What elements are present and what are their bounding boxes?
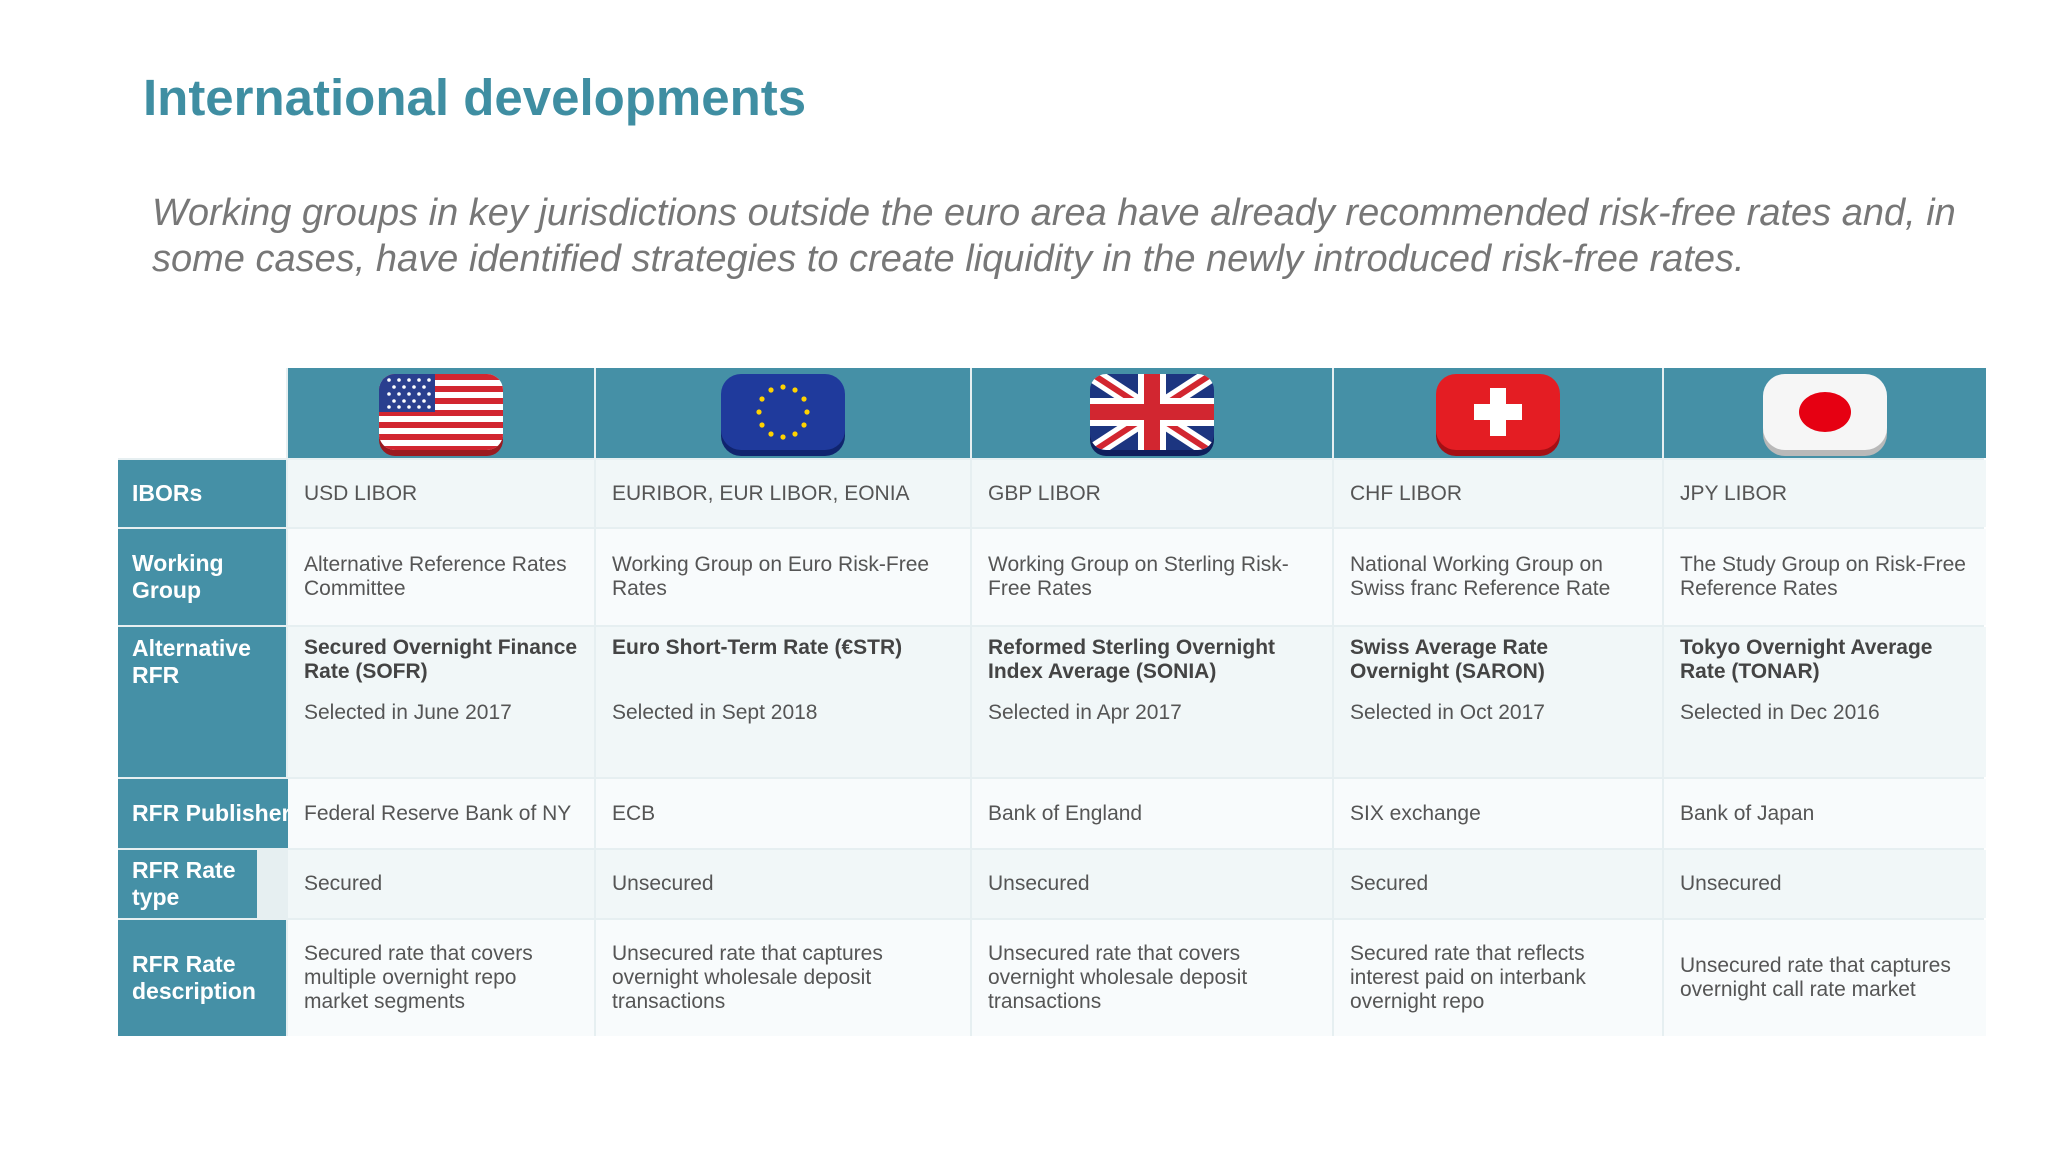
row-label-rfr-publisher: RFR Publisher <box>118 779 303 848</box>
working-group-gbp: Working Group on Sterling Risk-Free Rate… <box>972 529 1332 625</box>
publisher-eur: ECB <box>596 779 970 848</box>
row-label-rfr-rate-description: RFR Rate description <box>118 920 286 1036</box>
page-title: International developments <box>143 69 807 126</box>
rate-type-usd: Secured <box>288 850 594 918</box>
rfr-selected-date: Selected in June 2017 <box>304 701 512 724</box>
working-group-jpy: The Study Group on Risk-Free Reference R… <box>1664 529 1986 625</box>
description-gbp: Unsecured rate that covers overnight who… <box>972 920 1332 1036</box>
uk-flag-icon <box>1090 374 1214 456</box>
rfr-selected-date: Selected in Oct 2017 <box>1350 701 1545 724</box>
table-corner <box>118 368 286 458</box>
alternative-rfr-jpy: Tokyo Overnight Average Rate (TONAR) Sel… <box>1664 627 1986 777</box>
rfr-name: Swiss Average Rate Overnight (SARON) <box>1350 636 1549 683</box>
working-group-chf: National Working Group on Swiss franc Re… <box>1334 529 1662 625</box>
swiss-flag-icon <box>1436 374 1560 456</box>
us-flag-icon <box>379 374 503 456</box>
row-label-ibors: IBORs <box>118 460 286 527</box>
description-eur: Unsecured rate that captures overnight w… <box>596 920 970 1036</box>
working-group-usd: Alternative Reference Rates Committee <box>288 529 594 625</box>
alternative-rfr-chf: Swiss Average Rate Overnight (SARON) Sel… <box>1334 627 1662 777</box>
publisher-usd: Federal Reserve Bank of NY <box>288 779 594 848</box>
publisher-chf: SIX exchange <box>1334 779 1662 848</box>
rfr-comparison-table: IBORs USD LIBOR EURIBOR, EUR LIBOR, EONI… <box>118 368 1986 1036</box>
rfr-selected-date: Selected in Sept 2018 <box>612 701 818 724</box>
ibors-jpy: JPY LIBOR <box>1664 460 1986 527</box>
ibors-gbp: GBP LIBOR <box>972 460 1332 527</box>
ibors-chf: CHF LIBOR <box>1334 460 1662 527</box>
publisher-gbp: Bank of England <box>972 779 1332 848</box>
rfr-name: Reformed Sterling Overnight Index Averag… <box>988 636 1276 683</box>
rfr-name: Secured Overnight Finance Rate (SOFR) <box>304 636 578 683</box>
working-group-eur: Working Group on Euro Risk-Free Rates <box>596 529 970 625</box>
japan-flag-icon <box>1763 374 1887 456</box>
ibors-usd: USD LIBOR <box>288 460 594 527</box>
column-header-jpy <box>1664 368 1986 458</box>
rfr-name: Tokyo Overnight Average Rate (TONAR) <box>1680 636 1933 683</box>
description-usd: Secured rate that covers multiple overni… <box>288 920 594 1036</box>
rate-type-eur: Unsecured <box>596 850 970 918</box>
rate-type-chf: Secured <box>1334 850 1662 918</box>
rate-type-jpy: Unsecured <box>1664 850 1986 918</box>
column-header-chf <box>1334 368 1662 458</box>
row-label-working-group: Working Group <box>118 529 286 625</box>
column-header-eur <box>596 368 970 458</box>
alternative-rfr-gbp: Reformed Sterling Overnight Index Averag… <box>972 627 1332 777</box>
row-label-alternative-rfr: Alternative RFR <box>118 627 286 777</box>
ibors-eur: EURIBOR, EUR LIBOR, EONIA <box>596 460 970 527</box>
rate-type-gbp: Unsecured <box>972 850 1332 918</box>
description-jpy: Unsecured rate that captures overnight c… <box>1664 920 1986 1036</box>
alternative-rfr-usd: Secured Overnight Finance Rate (SOFR) Se… <box>288 627 594 777</box>
rfr-name: Euro Short-Term Rate (€STR) <box>612 636 903 659</box>
description-chf: Secured rate that reflects interest paid… <box>1334 920 1662 1036</box>
publisher-jpy: Bank of Japan <box>1664 779 1986 848</box>
row-label-rfr-rate-type: RFR Rate type <box>118 850 257 918</box>
rfr-selected-date: Selected in Apr 2017 <box>988 701 1182 724</box>
column-header-gbp <box>972 368 1332 458</box>
column-header-usd <box>288 368 594 458</box>
eu-flag-icon <box>721 374 845 456</box>
alternative-rfr-eur: Euro Short-Term Rate (€STR) Selected in … <box>596 627 970 777</box>
page-subtitle: Working groups in key jurisdictions outs… <box>152 192 1956 280</box>
rfr-selected-date: Selected in Dec 2016 <box>1680 701 1880 724</box>
